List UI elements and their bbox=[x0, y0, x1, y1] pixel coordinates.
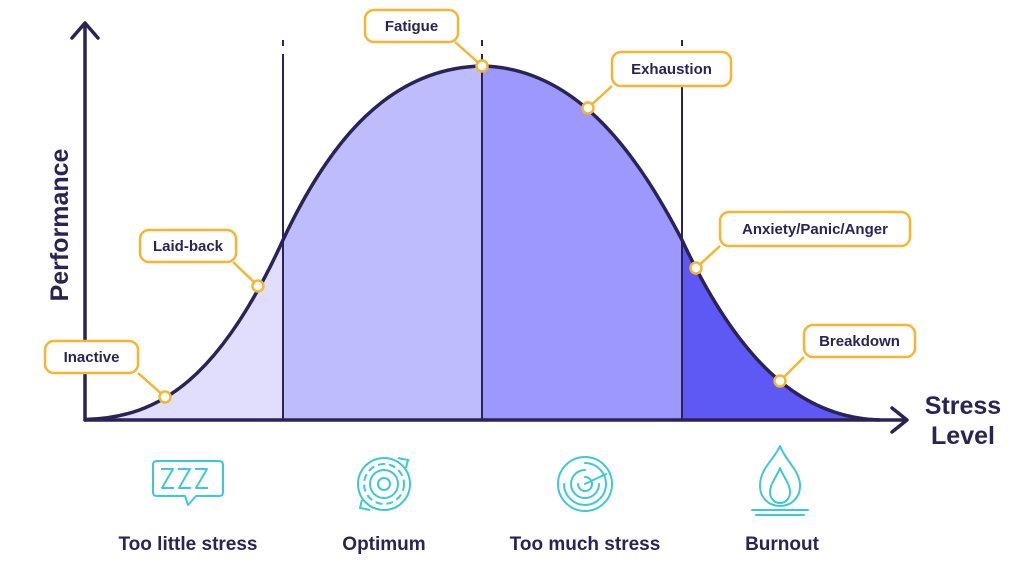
callout-anxiety: Anxiety/Panic/Anger bbox=[718, 210, 912, 248]
callout-laid-back-label: Laid-back bbox=[153, 238, 224, 255]
point-exhaustion-marker bbox=[581, 101, 595, 115]
zone-label-burnout: Burnout bbox=[745, 534, 820, 555]
zone-label-too-much-stress: Too much stress bbox=[510, 534, 661, 555]
callout-exhaustion-label: Exhaustion bbox=[631, 61, 712, 78]
callout-breakdown-label: Breakdown bbox=[819, 333, 900, 350]
zone-too-much-stress-fill bbox=[482, 66, 682, 420]
spiral-gauge-icon bbox=[557, 456, 613, 512]
zone-label-too-little-stress: Too little stress bbox=[118, 534, 257, 555]
callout-breakdown: Breakdown bbox=[802, 323, 917, 359]
callout-exhaustion-box bbox=[610, 50, 733, 88]
callout-anxiety-box bbox=[718, 210, 912, 248]
zone-too-little-stress-fill bbox=[85, 240, 283, 420]
gear-icon bbox=[357, 457, 411, 511]
callout-fatigue-box bbox=[363, 8, 460, 44]
point-fatigue-marker bbox=[475, 59, 489, 73]
zzz-speech-bubble-icon bbox=[152, 460, 224, 506]
flame-icon bbox=[751, 445, 809, 516]
callout-breakdown-box bbox=[802, 323, 917, 359]
y-axis-arrowhead bbox=[70, 21, 100, 40]
point-breakdown-marker bbox=[773, 374, 787, 388]
point-inactive-marker bbox=[158, 390, 172, 404]
callout-anxiety-label: Anxiety/Panic/Anger bbox=[742, 221, 888, 238]
zone-label-optimum: Optimum bbox=[342, 534, 425, 555]
y-axis-label: Performance bbox=[46, 148, 74, 301]
callout-exhaustion: Exhaustion bbox=[610, 50, 733, 88]
zone-burnout-fill bbox=[682, 240, 880, 420]
callout-inactive-box bbox=[43, 339, 140, 375]
callout-fatigue: Fatigue bbox=[363, 8, 460, 44]
x-axis-label-line2: Level bbox=[931, 422, 995, 450]
callout-fatigue-label: Fatigue bbox=[385, 18, 438, 35]
callout-laid-back: Laid-back bbox=[138, 228, 238, 264]
callout-inactive-label: Inactive bbox=[64, 349, 120, 366]
point-laid-back-marker bbox=[251, 279, 265, 293]
point-anxiety-marker bbox=[689, 261, 703, 275]
x-axis-arrowhead bbox=[890, 406, 909, 434]
x-axis-label-line1: Stress bbox=[925, 392, 1001, 420]
zone-optimum-fill bbox=[283, 66, 482, 420]
callout-laid-back-box bbox=[138, 228, 238, 264]
callout-inactive: Inactive bbox=[43, 339, 140, 375]
